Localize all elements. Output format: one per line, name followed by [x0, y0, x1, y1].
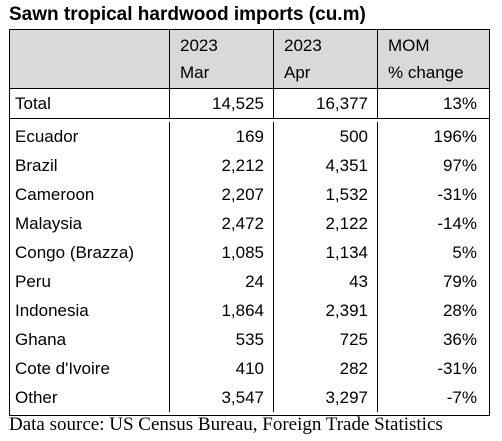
country-label: Cameroon — [10, 180, 170, 209]
mar-value: 2,212 — [170, 151, 274, 180]
mom-change: 79% — [442, 271, 477, 291]
country-label: Peru — [10, 267, 170, 296]
mom-change: -31% — [437, 184, 477, 204]
header-mom-line1: MOM — [388, 36, 430, 55]
header-mar-month: Mar — [180, 63, 210, 82]
apr-value: 1,532 — [274, 180, 378, 209]
header-col-mom: MOM % change — [378, 30, 489, 88]
mar-value: 535 — [170, 325, 274, 354]
mar-value: 2,472 — [170, 209, 274, 238]
table-row: Other 3,547 3,297 -7% — [10, 383, 489, 412]
table-row: Malaysia 2,472 2,122 -14% — [10, 209, 489, 238]
header-mom-line2: % change — [388, 63, 464, 82]
header-apr-year: 2023 — [284, 36, 322, 55]
total-row: Total 14,525 16,377 13% — [10, 89, 489, 119]
table-row: Cote d'Ivoire 410 282 -31% — [10, 354, 489, 383]
table-row: Indonesia 1,864 2,391 28% — [10, 296, 489, 325]
country-label: Other — [10, 383, 170, 412]
apr-value: 3,297 — [274, 383, 378, 412]
mar-value: 169 — [170, 122, 274, 151]
header-row: 2023 Mar 2023 Apr MOM % change — [10, 30, 489, 89]
apr-value: 1,134 — [274, 238, 378, 267]
table-row: Brazil 2,212 4,351 97% — [10, 151, 489, 180]
mar-value: 410 — [170, 354, 274, 383]
mom-change: -14% — [437, 213, 477, 233]
header-col-mar: 2023 Mar — [170, 30, 274, 88]
country-label: Indonesia — [10, 296, 170, 325]
total-apr: 16,377 — [274, 89, 378, 118]
total-label: Total — [10, 89, 170, 118]
country-label: Cote d'Ivoire — [10, 354, 170, 383]
mar-value: 24 — [170, 267, 274, 296]
table-title: Sawn tropical hardwood imports (cu.m) — [9, 4, 366, 25]
table-row: Ecuador 169 500 196% — [10, 122, 489, 151]
mom-change: 97% — [442, 155, 477, 175]
mar-value: 1,864 — [170, 296, 274, 325]
imports-table: 2023 Mar 2023 Apr MOM % change Total 14,… — [9, 29, 490, 416]
apr-value: 4,351 — [274, 151, 378, 180]
table-row: Peru 24 43 79% — [10, 267, 489, 296]
mom-change: 36% — [442, 329, 477, 349]
total-mom: 13% — [442, 93, 477, 113]
table-row: Cameroon 2,207 1,532 -31% — [10, 180, 489, 209]
mar-value: 2,207 — [170, 180, 274, 209]
table-row: Congo (Brazza) 1,085 1,134 5% — [10, 238, 489, 267]
data-source-note: Data source: US Census Bureau, Foreign T… — [9, 414, 443, 435]
apr-value: 282 — [274, 354, 378, 383]
apr-value: 43 — [274, 267, 378, 296]
mar-value: 3,547 — [170, 383, 274, 412]
apr-value: 500 — [274, 122, 378, 151]
country-label: Brazil — [10, 151, 170, 180]
country-label: Malaysia — [10, 209, 170, 238]
apr-value: 725 — [274, 325, 378, 354]
country-label: Congo (Brazza) — [10, 238, 170, 267]
total-mar: 14,525 — [170, 89, 274, 118]
header-col-apr: 2023 Apr — [274, 30, 378, 88]
header-apr-month: Apr — [284, 63, 311, 82]
header-label-cell — [10, 30, 170, 88]
apr-value: 2,122 — [274, 209, 378, 238]
mar-value: 1,085 — [170, 238, 274, 267]
header-mar-year: 2023 — [180, 36, 218, 55]
mom-change: -31% — [437, 358, 477, 378]
mom-change: 5% — [452, 242, 477, 262]
country-rows: Ecuador 169 500 196% Brazil 2,212 4,351 97% Came… — [10, 119, 489, 415]
mom-change: -7% — [446, 387, 477, 407]
table-row: Ghana 535 725 36% — [10, 325, 489, 354]
apr-value: 2,391 — [274, 296, 378, 325]
country-label: Ghana — [10, 325, 170, 354]
mom-change: 196% — [433, 126, 477, 146]
country-label: Ecuador — [10, 122, 170, 151]
mom-change: 28% — [442, 300, 477, 320]
